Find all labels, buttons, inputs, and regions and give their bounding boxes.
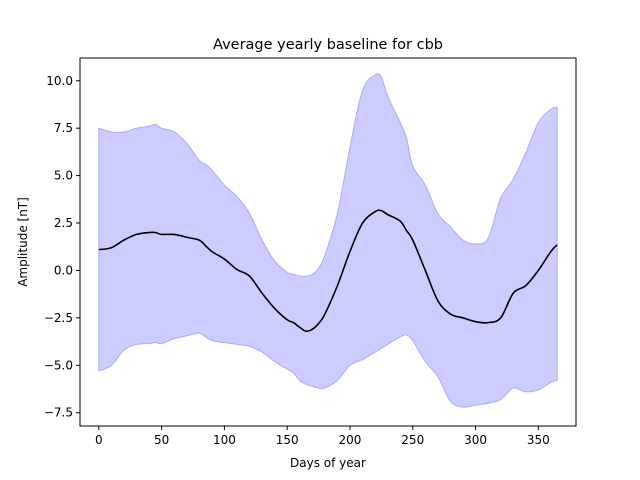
series-line-mean [98,209,558,333]
chart-title: Average yearly baseline for cbb [213,37,443,53]
x-tick-label: 350 [527,433,550,447]
y-tick-label: −2.5 [44,311,73,325]
x-tick-label: 100 [213,433,236,447]
y-axis-label: Amplitude [nT] [16,197,30,287]
x-axis-ticks: 0 50 100 150 200 250 300 350 [95,426,550,447]
y-axis-ticks: −7.5 −5.0 −2.5 0.0 2.5 5.0 7.5 10.0 [44,74,80,420]
x-tick-label: 150 [276,433,299,447]
x-tick-label: 250 [401,433,424,447]
confidence-band [98,73,558,408]
x-tick-label: 50 [154,433,169,447]
x-tick-label: 300 [464,433,487,447]
axes-frame [79,57,577,427]
x-tick-label: 200 [339,433,362,447]
x-axis-label: Days of year [290,456,366,470]
y-tick-label: 2.5 [54,216,73,230]
y-tick-label: −7.5 [44,406,73,420]
x-tick-label: 0 [95,433,103,447]
y-tick-label: −5.0 [44,358,73,372]
y-tick-label: 10.0 [46,74,73,88]
y-tick-label: 5.0 [54,169,73,183]
plot-area [98,73,558,408]
y-tick-label: 0.0 [54,263,73,277]
y-tick-label: 7.5 [54,121,73,135]
